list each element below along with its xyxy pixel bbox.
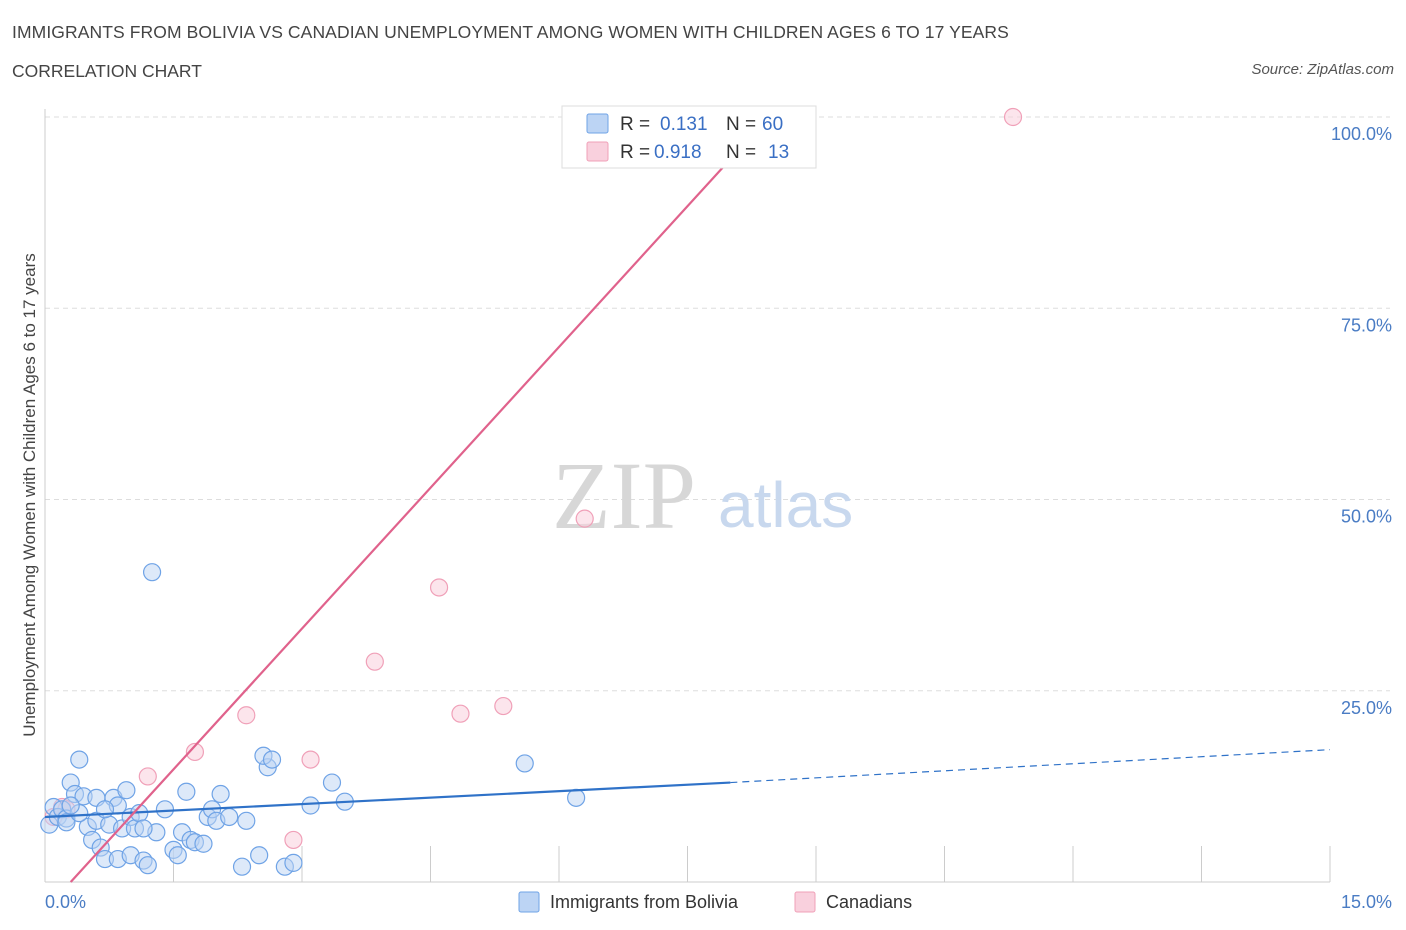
bolivia-point-53: [567, 788, 586, 807]
canadians-trend-line: [69, 116, 770, 883]
bolivia-point-43: [237, 811, 256, 830]
bolivia-point-20: [117, 781, 136, 800]
bolivia-point-31: [168, 846, 187, 865]
canadians-point-6: [284, 830, 303, 850]
bolivia-point-59: [61, 796, 80, 815]
legend-swatch-blue: [586, 113, 609, 134]
legend-r-value-2: 0.918: [654, 142, 702, 163]
bolivia-point-41: [220, 807, 239, 827]
series-bolivia-points: [40, 563, 586, 876]
watermark: ZIP atlas: [552, 442, 853, 549]
bolivia-point-34: [177, 782, 196, 801]
legend-box: R = 0.131 N = 60 R = 0.918 N = 13: [561, 105, 817, 169]
canadians-point-3: [138, 767, 157, 786]
bolivia-point-54: [57, 813, 76, 832]
bolivia-point-50: [322, 773, 342, 792]
bottom-legend-swatch-bolivia: [518, 891, 540, 913]
bolivia-point-29: [155, 800, 175, 819]
bolivia-point-47: [262, 750, 282, 769]
legend-n-value-1: 60: [762, 114, 783, 135]
series-canadians-points: [44, 107, 1023, 850]
bolivia-point-52: [515, 754, 534, 773]
x-tick-label-1: 15.0%: [1341, 892, 1392, 912]
canadians-point-10: [451, 704, 470, 723]
canadians-point-4: [185, 742, 205, 762]
trend-lines: [44, 116, 1331, 883]
bolivia-point-49: [301, 796, 320, 815]
canadians-point-8: [365, 652, 384, 671]
y-tick-labels: 100.0% 75.0% 50.0% 25.0%: [1331, 124, 1392, 718]
y-tick-label-2: 50.0%: [1341, 507, 1392, 527]
chart-title: IMMIGRANTS FROM BOLIVIA VS CANADIAN UNEM…: [12, 22, 1009, 42]
canadians-point-5: [237, 706, 256, 725]
bolivia-point-26: [138, 856, 157, 875]
y-axis-label: Unemployment Among Women with Children A…: [20, 253, 39, 737]
bolivia-point-56: [134, 819, 153, 838]
bolivia-point-44: [250, 846, 269, 865]
bolivia-point-36: [194, 834, 213, 853]
bottom-legend-label-canadians: Canadians: [826, 892, 912, 912]
canadians-point-9: [429, 578, 449, 597]
y-tick-label-3: 25.0%: [1341, 698, 1392, 718]
bottom-legend-swatch-canadians: [794, 891, 816, 913]
legend-r-label-2: R =: [620, 142, 650, 163]
x-tick-labels: 0.0% 15.0%: [45, 892, 1392, 912]
canadians-point-11: [494, 696, 513, 716]
watermark-zip: ZIP: [552, 442, 696, 549]
legend-swatch-pink: [586, 141, 609, 162]
bolivia-point-42: [232, 857, 252, 876]
y-tick-label-1: 75.0%: [1341, 315, 1392, 335]
bolivia-point-40: [211, 784, 230, 804]
y-tick-label-0: 100.0%: [1331, 124, 1392, 144]
bottom-legend: Immigrants from Bolivia Canadians: [518, 891, 912, 913]
source-credit: Source: ZipAtlas.com: [1251, 61, 1394, 78]
legend-n-label-2: N =: [726, 142, 756, 163]
legend-n-label-1: N =: [726, 114, 756, 135]
bottom-legend-label-bolivia: Immigrants from Bolivia: [550, 892, 739, 912]
watermark-atlas: atlas: [718, 469, 853, 541]
legend-r-label-1: R =: [620, 114, 650, 135]
canadians-point-7: [301, 750, 320, 769]
canadians-point-12: [575, 509, 594, 528]
legend-n-value-2: 13: [768, 142, 789, 163]
bolivia-trend-extension: [730, 749, 1331, 784]
bolivia-point-57: [284, 853, 303, 872]
bolivia-trend-line: [44, 781, 731, 819]
canadians-point-13: [1003, 107, 1023, 127]
grid-lines: [45, 116, 1390, 692]
chart-subtitle: CORRELATION CHART: [12, 61, 202, 81]
legend-r-value-1: 0.131: [660, 114, 708, 135]
axes: [44, 109, 1331, 883]
bolivia-point-7: [70, 750, 89, 769]
x-tick-label-0: 0.0%: [45, 892, 86, 912]
bolivia-point-27: [142, 563, 162, 582]
